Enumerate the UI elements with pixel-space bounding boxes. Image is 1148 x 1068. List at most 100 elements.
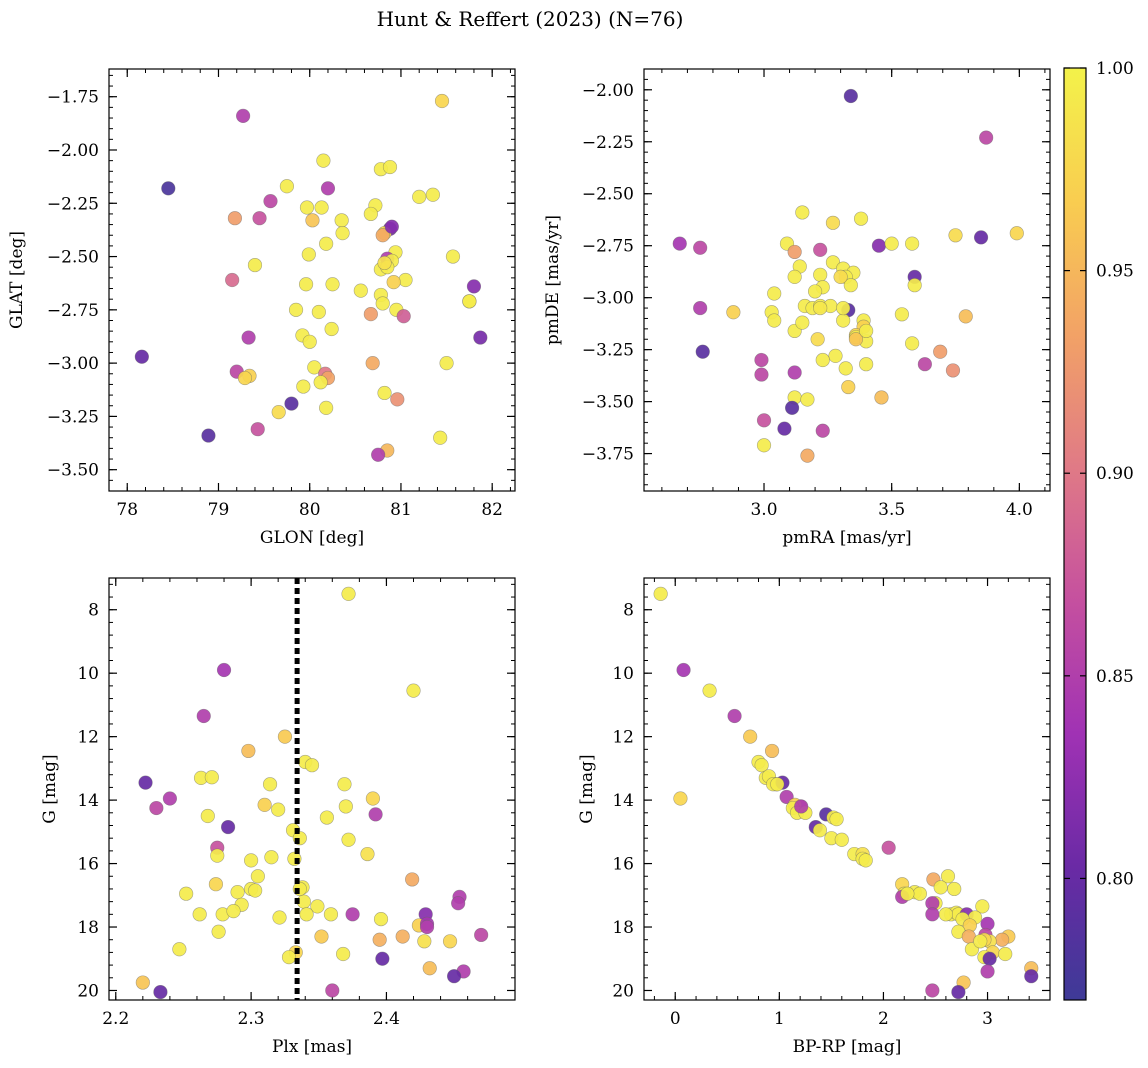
scatter-point [271,405,286,420]
scatter-point [337,777,352,792]
scatter-point [365,356,380,371]
scatter-point [417,934,432,949]
scatter-point [980,964,995,979]
scatter-point [925,983,940,998]
y-tick-label: 12 [612,728,634,748]
scatter-point [764,743,780,759]
scatter-point [250,869,265,884]
scatter-point [653,586,668,601]
scatter-point [874,390,889,405]
scatter-point [838,361,853,376]
scatter-point [905,336,920,351]
scatter-point [304,758,320,773]
scatter-point [982,951,997,966]
scatter-point [172,942,187,957]
scatter-point [795,315,810,330]
y-tick-label: 8 [623,601,634,621]
x-tick-label: 3.5 [878,500,905,520]
scatter-point [925,907,940,922]
scatter-point [319,400,334,415]
scatter-point [319,236,334,251]
scatter-point [777,421,792,436]
y-tick-label: −2.75 [47,301,99,321]
scatter-point [277,729,293,744]
scatter-point [323,907,339,922]
scatter-point [834,832,849,847]
scatter-point [693,240,708,255]
scatter-point [284,396,299,411]
scatter-point [767,313,782,328]
scatter-point [179,886,194,901]
scatter-point [263,194,278,209]
y-tick-label: 10 [77,664,99,684]
scatter-point [829,812,844,827]
scatter-point [462,294,477,309]
scatter-point [871,238,887,253]
scatter-point [225,272,240,288]
scatter-point [466,279,482,294]
scatter-point [979,130,994,145]
y-tick-label: −2.75 [582,237,634,257]
scatter-point [211,924,226,939]
scatter-point [672,236,687,251]
scatter-point [933,344,948,359]
scatter-point [794,799,809,814]
scatter-point [405,872,420,887]
scatter-point [973,934,988,949]
scatter-point [314,929,329,944]
colorbar-tick-label: 0.95 [1096,262,1134,282]
y-tick-label: −2.00 [47,141,99,161]
scatter-point [945,363,961,378]
scatter-point [262,777,278,792]
scatter-point [248,883,263,898]
scatter-point [244,853,259,868]
scatter-point [442,934,458,949]
scatter-point [149,800,164,816]
scatter-point [951,984,966,1000]
scatter-point [1024,969,1039,984]
panel-proper-motion: 3.0 3.5 4.0 −2.00 −2.25 −2.50 −2.75 −3.00 −3.25 −… [543,68,1051,548]
y-tick-label: 20 [77,981,99,1001]
y-tick-label: −2.25 [582,133,634,153]
scatter-point [881,840,896,855]
scatter-point [305,213,320,228]
scatter-point [375,951,390,966]
scatter-point [298,277,314,292]
scatter-point [264,850,279,865]
x-tick-label: 80 [299,500,321,520]
y-tick-label: −3.00 [47,354,99,374]
scatter-point [200,808,215,824]
x-tick-label: 2.2 [102,1009,129,1029]
scatter-point [810,332,825,347]
colorbar-tick-label: 0.90 [1096,464,1134,484]
scatter-point [412,189,427,204]
scatter-points [653,586,1039,1000]
scatter-point [382,159,398,175]
scatter-point [947,881,962,897]
scatter-point [252,211,267,226]
scatter-points [134,93,488,462]
x-tick-label: 3 [982,1009,993,1029]
scatter-point [216,662,232,678]
scatter-point [279,179,295,194]
y-tick-label: −2.25 [47,194,99,214]
scatter-point [693,300,708,316]
scatter-point [825,255,841,270]
scatter-point [241,743,256,759]
scatter-point [271,802,286,817]
scatter-point [695,344,710,359]
scatter-point [787,365,802,380]
y-tick-label: 18 [77,918,99,938]
y-tick-label: 16 [612,855,634,875]
axes-frame [108,577,516,1001]
scatter-point [314,200,329,215]
scatter-point [377,255,392,271]
scatter-point [973,230,989,245]
colorbar-tick-label: 0.80 [1096,869,1134,889]
scatter-points [135,586,489,1000]
scatter-point [975,899,990,914]
scatter-point [841,379,856,395]
scatter-point [848,332,864,347]
